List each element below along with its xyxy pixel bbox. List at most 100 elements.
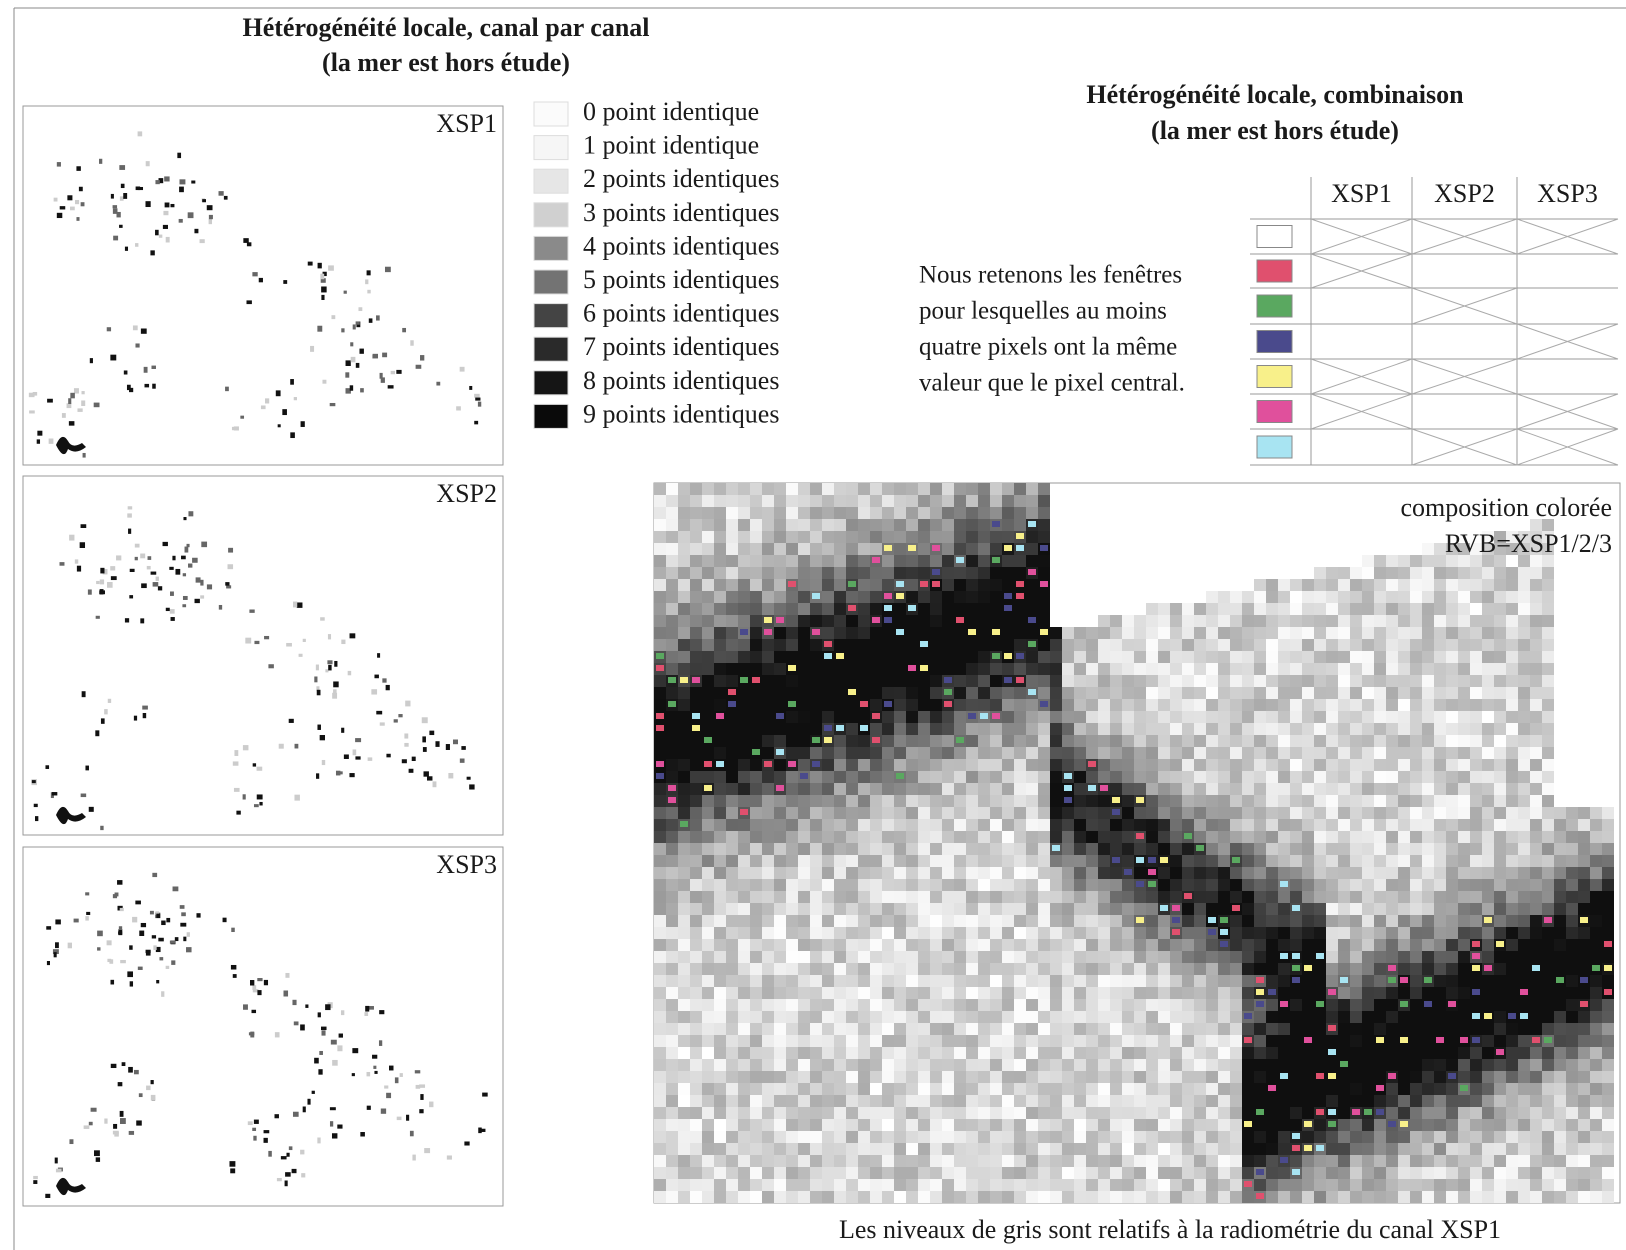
composite-pixel bbox=[810, 555, 822, 567]
panel-pixel bbox=[171, 617, 175, 621]
composite-pixel bbox=[1014, 987, 1026, 999]
composite-pixel bbox=[1458, 795, 1470, 807]
composite-pixel bbox=[750, 867, 762, 879]
composite-pixel bbox=[1242, 891, 1254, 903]
composite-pixel bbox=[1014, 1083, 1026, 1095]
composite-pixel bbox=[1014, 1131, 1026, 1143]
composite-pixel bbox=[714, 723, 726, 735]
panel-pixel bbox=[152, 873, 157, 877]
composite-pixel bbox=[1518, 639, 1530, 651]
panel-frame bbox=[23, 106, 503, 465]
composite-pixel bbox=[1386, 831, 1398, 843]
panel-pixel bbox=[163, 542, 168, 546]
composite-pixel bbox=[1062, 855, 1074, 867]
composite-color-pixel bbox=[1580, 977, 1588, 983]
composite-pixel bbox=[990, 543, 1002, 555]
composite-pixel bbox=[918, 915, 930, 927]
composite-pixel bbox=[714, 783, 726, 795]
composite-pixel bbox=[1254, 1059, 1266, 1071]
composite-pixel bbox=[1254, 639, 1266, 651]
composite-pixel bbox=[678, 975, 690, 987]
panel-pixel bbox=[461, 746, 465, 750]
composite-pixel bbox=[822, 891, 834, 903]
composite-pixel bbox=[1194, 627, 1206, 639]
composite-pixel bbox=[798, 723, 810, 735]
panel-pixel bbox=[81, 524, 87, 528]
composite-pixel bbox=[1290, 627, 1302, 639]
composite-pixel bbox=[1074, 831, 1086, 843]
composite-pixel bbox=[870, 699, 882, 711]
panel-pixel bbox=[163, 225, 168, 229]
composite-pixel bbox=[714, 483, 726, 495]
composite-pixel bbox=[1026, 579, 1038, 591]
composite-pixel bbox=[1482, 783, 1494, 795]
composite-pixel bbox=[1350, 903, 1362, 915]
composite-pixel bbox=[726, 1119, 738, 1131]
composite-pixel bbox=[1374, 939, 1386, 951]
composite-pixel bbox=[870, 843, 882, 855]
composite-pixel bbox=[714, 843, 726, 855]
composite-pixel bbox=[690, 1107, 702, 1119]
composite-pixel bbox=[1002, 1191, 1014, 1203]
composite-pixel bbox=[1518, 951, 1530, 963]
composite-pixel bbox=[906, 639, 918, 651]
composite-pixel bbox=[1062, 1131, 1074, 1143]
composite-pixel bbox=[1374, 1155, 1386, 1167]
composite-pixel bbox=[666, 1059, 678, 1071]
composite-pixel bbox=[1038, 675, 1050, 687]
composite-pixel bbox=[1170, 735, 1182, 747]
composite-pixel bbox=[1374, 987, 1386, 999]
composite-pixel bbox=[1026, 843, 1038, 855]
composite-pixel bbox=[666, 615, 678, 627]
composite-pixel bbox=[1230, 879, 1242, 891]
composite-pixel bbox=[1530, 999, 1542, 1011]
composite-pixel bbox=[1446, 843, 1458, 855]
composite-pixel bbox=[1158, 651, 1170, 663]
composite-pixel bbox=[666, 1095, 678, 1107]
composite-pixel bbox=[858, 1191, 870, 1203]
panel-pixel bbox=[128, 529, 131, 534]
composite-pixel bbox=[882, 1035, 894, 1047]
composite-color-pixel bbox=[1304, 1121, 1312, 1127]
composite-pixel bbox=[1302, 843, 1314, 855]
composite-pixel bbox=[1470, 1131, 1482, 1143]
composite-pixel bbox=[1446, 687, 1458, 699]
composite-pixel bbox=[1038, 507, 1050, 519]
composite-pixel bbox=[1470, 1143, 1482, 1155]
composite-pixel bbox=[726, 1023, 738, 1035]
composite-color-pixel bbox=[1604, 941, 1612, 947]
composite-pixel bbox=[1230, 699, 1242, 711]
composite-pixel bbox=[1098, 663, 1110, 675]
composite-pixel bbox=[894, 1155, 906, 1167]
composite-pixel bbox=[1026, 1059, 1038, 1071]
composite-pixel bbox=[918, 855, 930, 867]
panel-pixel bbox=[346, 360, 351, 366]
composite-pixel bbox=[1578, 1095, 1590, 1107]
composite-pixel bbox=[966, 975, 978, 987]
composite-pixel bbox=[1350, 735, 1362, 747]
composite-pixel bbox=[1326, 903, 1338, 915]
composite-pixel bbox=[918, 483, 930, 495]
panel-pixel bbox=[80, 542, 85, 548]
composite-pixel bbox=[1578, 855, 1590, 867]
composite-pixel bbox=[1566, 1167, 1578, 1179]
composite-pixel bbox=[1098, 1167, 1110, 1179]
composite-pixel bbox=[726, 735, 738, 747]
composite-pixel bbox=[1422, 1167, 1434, 1179]
composite-pixel bbox=[726, 483, 738, 495]
composite-pixel bbox=[966, 843, 978, 855]
composite-pixel bbox=[822, 615, 834, 627]
composite-pixel bbox=[1386, 699, 1398, 711]
composite-color-pixel bbox=[788, 761, 796, 767]
composite-pixel bbox=[1518, 1095, 1530, 1107]
composite-pixel bbox=[1422, 591, 1434, 603]
composite-pixel bbox=[1506, 675, 1518, 687]
composite-pixel bbox=[1290, 915, 1302, 927]
composite-pixel bbox=[1314, 903, 1326, 915]
composite-pixel bbox=[822, 1107, 834, 1119]
composite-pixel bbox=[726, 795, 738, 807]
composite-pixel bbox=[942, 999, 954, 1011]
composite-pixel bbox=[786, 867, 798, 879]
composite-pixel bbox=[798, 579, 810, 591]
composite-pixel bbox=[978, 1071, 990, 1083]
